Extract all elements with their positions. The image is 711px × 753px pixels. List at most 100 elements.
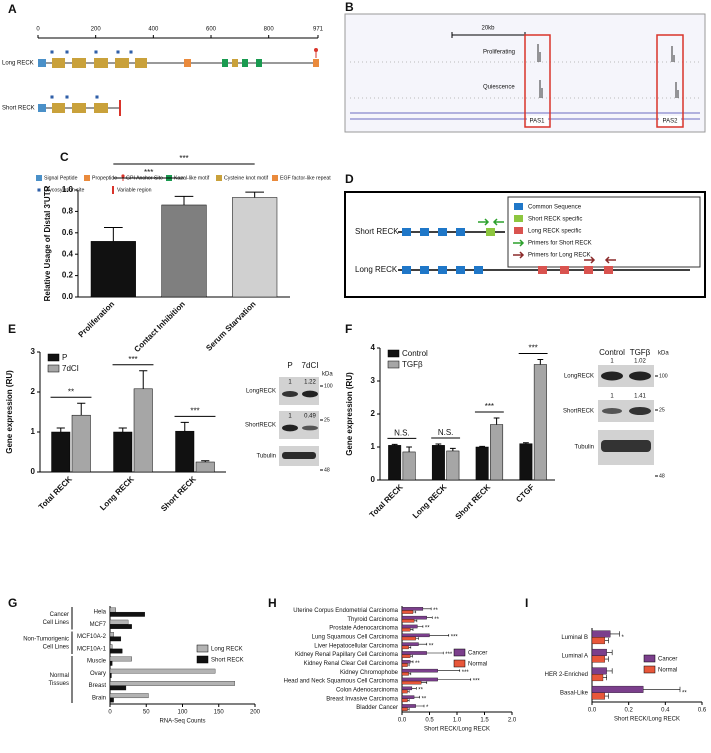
y-axis-label: Gene expression (RU) [5,370,14,454]
x-tick-label: 150 [214,710,225,716]
panel-label: D [345,172,354,186]
bar [475,446,489,481]
bar [401,654,411,658]
bar [109,644,113,650]
axis-tick-label: 600 [206,27,217,33]
bar [401,645,409,650]
band [302,425,318,431]
exon [420,228,429,236]
unit-label: kDa [322,372,333,378]
error-bar [604,637,609,644]
legend-swatch [196,644,209,653]
exon [420,266,429,274]
y-tick-label: MCF7 [90,622,107,628]
axis-tick-label: 400 [148,27,159,33]
quant-label: 1 [610,394,614,400]
primer [478,218,504,226]
y-tick-label: 3 [31,347,36,356]
band [282,452,316,459]
sig-label: *** [128,355,137,364]
bar [388,445,402,481]
error-bar [479,445,486,447]
exon [538,266,547,274]
x-axis-label: Short RECK/Long RECK [614,717,680,723]
bar [109,693,149,699]
panel-label: E [8,322,16,336]
legend-label: Cysteine knot motif [224,175,269,181]
x-axis-label: RNA-Seq Counts [159,719,205,725]
bar [401,704,416,708]
sig-label: *** [445,652,453,658]
error-bar [523,442,529,444]
band [629,407,651,415]
error-bar [245,191,264,198]
y-tick-label: Basal-Like [560,690,589,696]
sig-label: ** [429,643,434,649]
blot-strip [279,411,319,439]
exon [402,266,411,274]
legend-swatch [47,364,60,373]
legend-label: Glycosylation site [44,187,84,193]
error-bar [201,460,210,462]
bar [401,627,411,632]
y-tick-label: 0 [31,467,36,476]
band [602,408,622,414]
y-tick-label: Lung Squamous Cell Carcinoma [312,634,399,640]
legend-swatch [514,203,523,210]
error-bar [437,669,461,672]
sig-label: N.S. [394,428,410,437]
y-tick-label: 2 [371,409,376,418]
sig-label: ** [415,661,420,667]
x-tick-label: Contact Inhibition [132,299,187,354]
x-axis-label: Short RECK/Long RECK [424,727,490,733]
error-bar [604,693,609,699]
legend-label: P [62,353,67,362]
bar [109,636,122,642]
x-tick-label: 2.0 [508,718,517,724]
legend-swatch [453,659,466,668]
glyco-star [128,49,134,55]
legend-swatch [513,239,525,247]
error-bar [604,656,609,662]
error-bar [77,402,86,416]
x-tick-label: 0.2 [624,708,633,714]
bar [401,668,438,673]
bar [402,451,416,481]
bar [591,674,604,682]
exon [402,228,411,236]
y-tick-label: 3 [371,376,376,385]
y-tick-label: 0.8 [62,207,74,216]
bar [401,698,408,703]
y-tick-label: Bladder Cancer [356,705,398,711]
marker-label: 48 [659,473,665,479]
bar [401,677,438,682]
error-bar [415,704,425,708]
marker-label: 100 [324,383,333,389]
exon [438,266,447,274]
bar [90,241,136,298]
signal-peptide [38,104,46,112]
bar [591,692,605,700]
bar [109,611,145,617]
blot-e: P 7dCI kDa LongRECK 1 1.22 ShortRECK 1 0… [245,361,333,473]
bar [175,430,195,473]
error-bar [408,646,412,649]
legend-label: Signal Peptide [44,175,78,181]
band [282,424,298,432]
y-tick-label: 1.0 [62,185,74,194]
x-tick-label: Serum Starvation [204,299,257,352]
lane-label: TGFβ [630,348,651,357]
error-bar [407,699,410,702]
quant-label: 0.49 [304,414,316,420]
bar [109,660,113,666]
legend-label: Primers for Short RECK [528,241,592,247]
error-bar [406,446,412,452]
legend-swatch [387,349,400,358]
legend-swatch [514,227,523,234]
bar [591,648,607,656]
sig-label: *** [462,670,470,676]
bar [401,695,415,699]
legend-label: Long RECK specific [528,229,581,235]
error-bar [407,690,410,693]
bar [109,607,116,613]
